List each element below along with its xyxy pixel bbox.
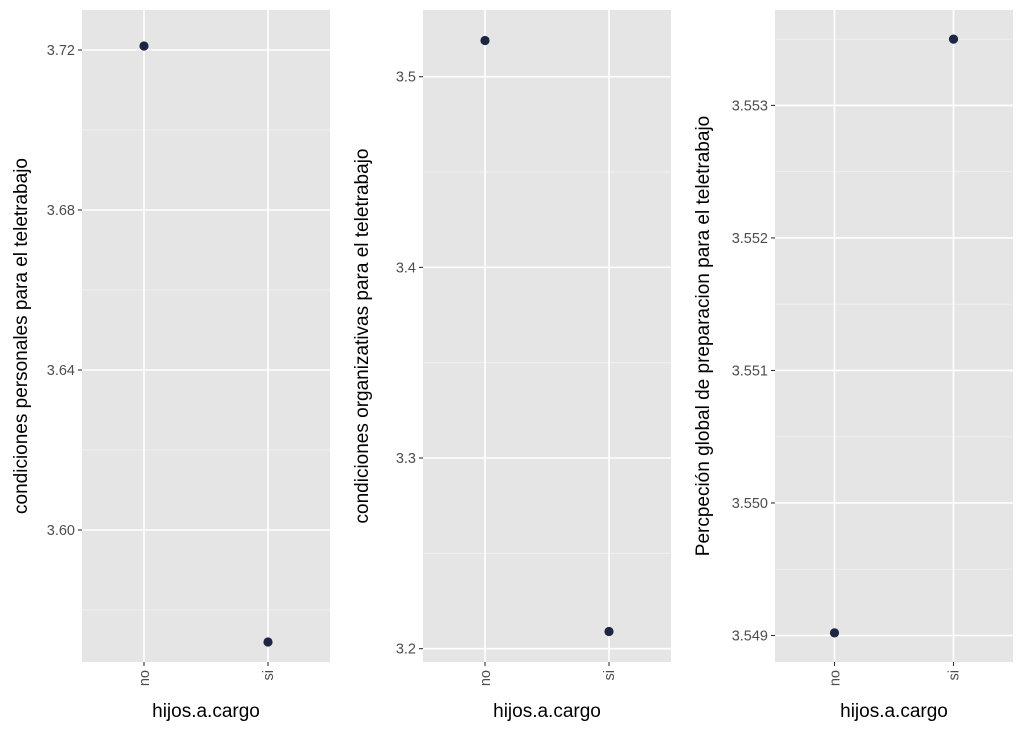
y-tick-label: 3.550: [732, 496, 768, 512]
y-tick-label: 3.549: [732, 628, 768, 644]
point-layer: [480, 35, 614, 637]
x-axis-title: hijos.a.cargo: [840, 701, 948, 722]
y-tick-label: 3.4: [396, 260, 416, 276]
y-axis-title: condiciones personales para el teletraba…: [11, 158, 32, 514]
x-tick-label: si: [261, 670, 277, 680]
tick-layer: 3.60 3.64 3.68 3.72 no si: [47, 43, 277, 686]
x-axis-title: hijos.a.cargo: [493, 701, 601, 722]
point-layer: [139, 41, 273, 647]
y-tick-label: 3.68: [47, 203, 75, 219]
data-point: [263, 637, 273, 647]
x-axis-title: hijos.a.cargo: [152, 701, 260, 722]
data-point: [604, 626, 614, 637]
x-tick-label: si: [602, 670, 618, 680]
chart-panel-2: 3.2 3.3 3.4 3.5 no si hijos.a.cargo condicion…: [352, 10, 671, 722]
y-tick-label: 3.551: [732, 363, 768, 379]
panel-background: [423, 10, 671, 662]
x-tick-label: no: [828, 670, 844, 686]
x-tick-label: si: [947, 670, 963, 680]
grid-layer: [82, 10, 330, 662]
y-axis-title: condiciones organizativas para el teletr…: [352, 149, 373, 524]
data-point: [480, 35, 490, 46]
x-tick-label: no: [137, 670, 153, 686]
data-point: [829, 628, 840, 638]
panel-background: [82, 10, 330, 662]
x-tick-label: no: [478, 670, 494, 686]
chart-panel-3: 3.549 3.550 3.551 3.552 3.553 no si hijos.a.ca…: [693, 10, 1013, 722]
chart-panel-1: 3.60 3.64 3.68 3.72 no si hijos.a.cargo condi…: [11, 10, 330, 722]
y-tick-label: 3.72: [47, 43, 75, 59]
y-tick-label: 3.2: [396, 642, 416, 658]
grid-layer: [423, 10, 671, 662]
panel-background: [775, 10, 1013, 662]
y-tick-label: 3.3: [396, 451, 416, 467]
y-tick-label: 3.60: [47, 523, 75, 539]
point-layer: [829, 34, 959, 638]
y-tick-label: 3.64: [47, 363, 75, 379]
data-point: [139, 41, 149, 51]
data-point: [948, 34, 959, 44]
grid-layer: [775, 10, 1013, 662]
y-axis-title: Percpeción global de preparacion para el…: [693, 116, 714, 556]
y-tick-label: 3.5: [396, 70, 416, 86]
y-tick-label: 3.552: [732, 231, 768, 247]
y-tick-label: 3.553: [732, 98, 768, 114]
tick-layer: 3.2 3.3 3.4 3.5 no si: [396, 70, 618, 686]
tick-layer: 3.549 3.550 3.551 3.552 3.553 no si: [732, 98, 963, 686]
